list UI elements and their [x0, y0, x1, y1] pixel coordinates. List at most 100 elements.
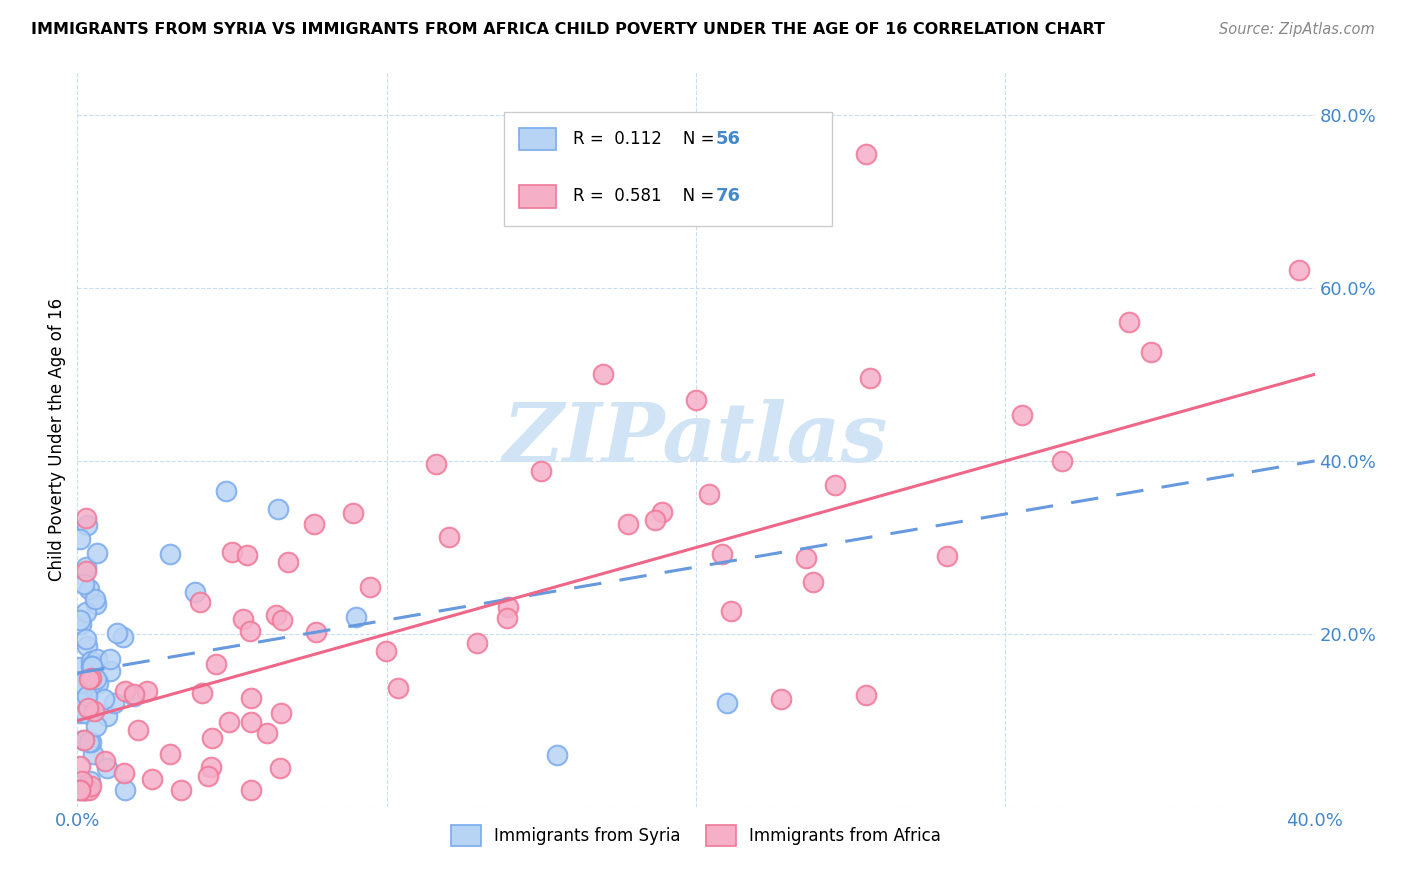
- Point: [112, 766, 135, 780]
- Point: [197, 769, 219, 783]
- Point: [239, 624, 262, 638]
- Point: [73, 782, 96, 797]
- FancyBboxPatch shape: [519, 186, 557, 208]
- Point: [69, 759, 91, 773]
- Point: [159, 747, 181, 761]
- Point: [94, 754, 117, 768]
- Point: [80, 662, 103, 676]
- Point: [69, 676, 91, 690]
- Point: [80, 658, 103, 673]
- Point: [86, 546, 108, 560]
- Point: [467, 636, 489, 650]
- Point: [232, 612, 254, 626]
- Point: [720, 604, 742, 618]
- Point: [82, 747, 104, 762]
- Point: [70, 773, 93, 788]
- Point: [77, 582, 100, 597]
- Point: [75, 560, 97, 574]
- Point: [1118, 315, 1140, 329]
- Text: Source: ZipAtlas.com: Source: ZipAtlas.com: [1219, 22, 1375, 37]
- Point: [1011, 408, 1033, 422]
- Point: [191, 686, 214, 700]
- Point: [184, 585, 207, 599]
- Point: [710, 547, 733, 561]
- Point: [344, 609, 367, 624]
- Point: [84, 597, 107, 611]
- Point: [387, 681, 409, 695]
- Point: [530, 464, 553, 478]
- Point: [76, 689, 98, 703]
- Point: [80, 654, 103, 668]
- Point: [201, 731, 224, 745]
- Point: [84, 719, 107, 733]
- Point: [716, 697, 738, 711]
- Point: [76, 632, 98, 646]
- Text: R =  0.581    N =: R = 0.581 N =: [574, 187, 720, 205]
- Point: [124, 687, 146, 701]
- Point: [79, 783, 101, 797]
- Point: [141, 772, 163, 786]
- Point: [375, 644, 398, 658]
- Point: [80, 671, 103, 685]
- Point: [495, 611, 517, 625]
- Point: [100, 651, 122, 665]
- Point: [122, 690, 145, 704]
- Text: R =  0.112    N =: R = 0.112 N =: [574, 130, 720, 148]
- Point: [277, 555, 299, 569]
- Point: [69, 695, 91, 709]
- Point: [240, 714, 263, 729]
- Point: [218, 715, 240, 730]
- Point: [425, 457, 447, 471]
- Point: [205, 657, 228, 671]
- Point: [75, 511, 97, 525]
- Point: [76, 518, 98, 533]
- FancyBboxPatch shape: [519, 128, 557, 150]
- Point: [72, 783, 94, 797]
- Point: [270, 706, 292, 721]
- Point: [221, 545, 243, 559]
- Point: [859, 371, 882, 385]
- Point: [1140, 345, 1163, 359]
- Point: [75, 606, 97, 620]
- Point: [69, 678, 91, 692]
- Point: [73, 679, 96, 693]
- Point: [69, 532, 91, 546]
- Point: [69, 783, 91, 797]
- Point: [256, 726, 278, 740]
- Point: [69, 706, 91, 720]
- Point: [270, 613, 292, 627]
- Point: [100, 665, 122, 679]
- Point: [136, 684, 159, 698]
- Point: [592, 368, 614, 382]
- Point: [360, 580, 382, 594]
- Point: [697, 487, 720, 501]
- Text: IMMIGRANTS FROM SYRIA VS IMMIGRANTS FROM AFRICA CHILD POVERTY UNDER THE AGE OF 1: IMMIGRANTS FROM SYRIA VS IMMIGRANTS FROM…: [31, 22, 1105, 37]
- Point: [83, 592, 105, 607]
- Point: [77, 672, 100, 686]
- Point: [770, 692, 793, 706]
- Point: [437, 530, 460, 544]
- Point: [801, 575, 824, 590]
- Point: [80, 735, 103, 749]
- Point: [96, 709, 118, 723]
- Point: [264, 607, 287, 622]
- Point: [236, 548, 259, 562]
- Point: [80, 659, 103, 673]
- Point: [69, 614, 91, 628]
- Point: [1050, 454, 1073, 468]
- Point: [342, 506, 364, 520]
- Point: [69, 779, 91, 793]
- Text: 56: 56: [716, 130, 741, 148]
- Text: ZIPatlas: ZIPatlas: [503, 400, 889, 479]
- Point: [76, 639, 98, 653]
- Point: [240, 691, 263, 706]
- Point: [114, 684, 136, 698]
- Point: [824, 477, 846, 491]
- Point: [496, 599, 519, 614]
- Point: [616, 516, 638, 531]
- Point: [72, 733, 94, 747]
- Text: 76: 76: [716, 187, 741, 205]
- Point: [93, 692, 115, 706]
- Point: [70, 617, 93, 632]
- Point: [1288, 263, 1310, 277]
